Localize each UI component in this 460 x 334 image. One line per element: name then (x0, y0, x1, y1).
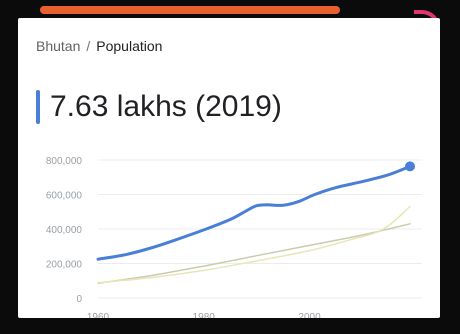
chart-svg[interactable]: 0 200,000 400,000 600,000 800,000 1960 1980 200… (18, 148, 440, 318)
breadcrumb-country-link[interactable]: Bhutan (36, 38, 81, 54)
population-card: Bhutan / Population 7.63 lakhs (2019) 0 2… (18, 18, 440, 318)
value-marker (36, 90, 40, 124)
headline-value: 7.63 lakhs (2019) (50, 90, 282, 123)
latest-value-point (405, 161, 415, 172)
y-tick-label: 0 (76, 294, 82, 305)
population-chart[interactable]: 0 200,000 400,000 600,000 800,000 1960 1980 200… (18, 148, 440, 318)
y-tick-label: 400,000 (46, 225, 83, 236)
x-tick-label: 2000 (298, 312, 321, 318)
x-tick-label: 1960 (87, 312, 110, 318)
breadcrumb: Bhutan / Population (36, 38, 162, 54)
x-tick-label: 1980 (193, 312, 216, 318)
breadcrumb-current: Population (96, 38, 163, 54)
top-accent-bar (40, 6, 340, 14)
y-tick-label: 800,000 (46, 156, 83, 167)
main-series-line (96, 164, 412, 261)
comparison-series-line (97, 205, 411, 284)
breadcrumb-separator: / (86, 38, 91, 54)
y-tick-label: 200,000 (46, 260, 83, 271)
y-tick-label: 600,000 (46, 191, 83, 202)
headline-value-block: 7.63 lakhs (2019) (36, 90, 282, 124)
comparison-series-line (97, 223, 411, 285)
